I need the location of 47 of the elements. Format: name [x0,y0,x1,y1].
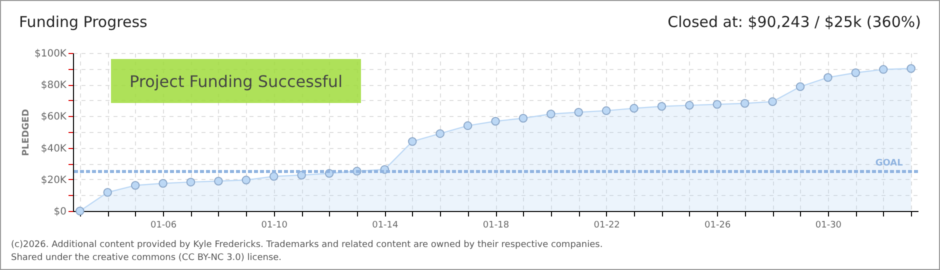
y-tick-label: $80K [40,80,67,92]
point [463,121,472,130]
x-tick-label: 01-30 [815,220,842,230]
point [158,178,168,188]
point [186,178,196,186]
x-tick-label: 01-14 [372,220,399,230]
banner: Project Funding Successful [111,59,361,103]
point [269,172,278,181]
text: Shared under the creative commons (CC BY-NC 3.0) license. [11,252,283,265]
x-tick-label: 01-22 [594,220,620,230]
y-axis-title: PLEDGED [21,109,32,156]
point [740,99,750,108]
y-tick-label: $100K [34,48,67,60]
point [796,82,805,92]
point [906,64,916,73]
point [630,104,638,113]
point [657,102,666,111]
point [491,116,500,126]
point [685,100,694,110]
x-tick-label: 01-18 [482,220,510,230]
point [408,137,417,146]
point [712,100,722,109]
point [436,129,444,138]
point [103,188,112,197]
point [518,114,528,123]
point [851,68,860,78]
point [602,106,611,116]
point [242,176,251,184]
point [214,176,223,186]
chart-title: Funding Progress [19,13,148,31]
point [824,73,832,82]
point [546,110,556,118]
text: (c)2026. Additional content provided by Kyle Fredericks. Trademarks and related content are owned by their respective companies. [11,239,603,252]
x-tick-label: 01-26 [704,220,731,230]
x-tick-label: 01-10 [261,220,288,230]
point [76,206,84,216]
point [130,181,140,190]
y-tick-label: $40K [40,143,67,154]
point [878,65,888,74]
x-tick-label: 01-06 [150,220,177,230]
point [768,97,777,106]
y-tick-label: $0 [54,206,66,218]
chart-subtitle: Closed at: $90,243 / $25k (360%) [668,13,921,31]
y-tick-label: $20K [40,174,67,186]
point [574,108,583,117]
y-tick-label: $60K [40,112,67,123]
ref-line-label: GOAL [875,158,904,168]
